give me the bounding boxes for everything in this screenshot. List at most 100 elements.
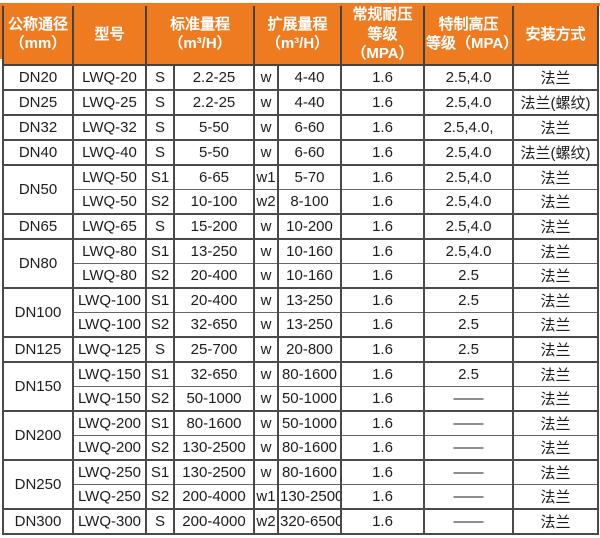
table-row: DN20 LWQ-20 S 2.2-25 w 4-40 1.6 2.5,4.0 法兰 [2, 64, 599, 90]
cell-model: LWQ-40 [72, 139, 147, 165]
cell-standard-range: 200-4000 [173, 484, 255, 509]
cell-model: LWQ-50 [72, 164, 147, 189]
cell-installation: 法兰 [512, 386, 599, 411]
cell-standard-range: 80-1600 [173, 410, 255, 435]
cell-model: LWQ-300 [72, 508, 147, 534]
cell-standard-grade: S1 [145, 238, 175, 263]
cell-model: LWQ-80 [72, 238, 147, 263]
cell-extended-range: 80-1600 [277, 361, 342, 386]
cell-extended-range: 4-40 [277, 64, 342, 90]
cell-extended-grade: w [253, 386, 279, 411]
cell-extended-grade: w [253, 410, 279, 435]
cell-installation: 法兰 [512, 508, 599, 534]
header-normal-pressure: 常规耐压 等级（MPA） [340, 3, 425, 66]
cell-model: LWQ-150 [72, 386, 147, 411]
cell-extended-grade: w [253, 336, 279, 362]
table-row: LWQ-200 S2 130-2500 w 80-1600 1.6 —— 法兰 [3, 435, 599, 460]
cell-installation: 法兰 [512, 64, 599, 90]
cell-extended-grade: w2 [253, 189, 279, 214]
cell-high-pressure: 2.5,4.0 [423, 139, 514, 165]
cell-extended-range: 130-2500 [277, 484, 342, 509]
cell-extended-grade: w [253, 459, 279, 484]
cell-extended-grade: w [253, 64, 279, 90]
cell-installation: 法兰 [512, 287, 599, 312]
table-row: DN80 LWQ-80 S1 13-250 w 10-160 1.6 2.5,4.0 法兰 [2, 238, 599, 288]
cell-standard-grade: S [145, 508, 175, 534]
cell-extended-grade: w2 [253, 508, 279, 534]
cell-nominal-diameter: DN65 [2, 213, 74, 239]
table-row: DN100 LWQ-100 S1 20-400 w 13-250 1.6 2.5 法兰 [2, 287, 599, 337]
cell-nominal-diameter: DN32 [2, 114, 74, 140]
cell-standard-grade: S2 [145, 484, 175, 509]
cell-extended-range: 6-60 [277, 114, 342, 140]
cell-extended-range: 4-40 [277, 89, 342, 115]
cell-extended-range: 8-100 [277, 189, 342, 214]
cell-extended-grade: w [253, 287, 279, 312]
cell-standard-grade: S2 [145, 435, 175, 460]
header-row: 公称通径 （mm） 型号 标准量程 （m³/H） 扩展量程 （m³/H） 常规耐… [2, 3, 599, 66]
cell-nominal-diameter: DN80 [2, 238, 74, 288]
cell-normal-pressure: 1.6 [340, 508, 425, 534]
cell-installation: 法兰 [512, 263, 599, 288]
header-extended-range: 扩展量程 （m³/H） [253, 3, 342, 66]
cell-extended-grade: w1 [253, 484, 279, 509]
cell-nominal-diameter: DN40 [2, 139, 74, 165]
cell-standard-range: 2.2-25 [173, 64, 255, 90]
cell-standard-range: 20-400 [173, 287, 255, 312]
table-row: DN50 LWQ-50 S1 6-65 w1 5-70 1.6 2.5,4.0 法兰 [2, 164, 599, 214]
cell-model: LWQ-50 [72, 189, 147, 214]
table-row: LWQ-150 S2 50-1000 w 50-1000 1.6 —— 法兰 [3, 386, 599, 411]
cell-standard-grade: S [145, 114, 175, 140]
cell-standard-range: 32-650 [173, 312, 255, 337]
cell-installation: 法兰 [512, 238, 599, 263]
cell-model: LWQ-200 [72, 435, 147, 460]
cell-standard-grade: S1 [145, 459, 175, 484]
cell-standard-range: 13-250 [173, 238, 255, 263]
cell-normal-pressure: 1.6 [340, 64, 425, 90]
cell-nominal-diameter: DN250 [2, 459, 74, 509]
cell-high-pressure: —— [423, 459, 514, 484]
cell-normal-pressure: 1.6 [340, 89, 425, 115]
cell-standard-range: 15-200 [173, 213, 255, 239]
cell-high-pressure: 2.5,4.0 [423, 213, 514, 239]
cell-standard-range: 5-50 [173, 139, 255, 165]
cell-normal-pressure: 1.6 [340, 435, 425, 460]
cell-model: LWQ-250 [72, 459, 147, 484]
cell-extended-grade: w [253, 435, 279, 460]
cell-model: LWQ-65 [72, 213, 147, 239]
cell-standard-grade: S [145, 89, 175, 115]
cell-extended-range: 10-200 [277, 213, 342, 239]
cell-nominal-diameter: DN20 [2, 64, 74, 90]
table-row: LWQ-250 S2 200-4000 w1 130-2500 1.6 —— 法兰 [3, 484, 599, 509]
cell-normal-pressure: 1.6 [340, 312, 425, 337]
header-high-pressure: 特制高压 等级（MPA） [423, 3, 518, 66]
cell-extended-range: 10-160 [277, 263, 342, 288]
table-row: DN300 LWQ-300 S 200-4000 w2 320-6500 1.6 —— 法兰 [2, 508, 599, 534]
header-installation: 安装方式 [512, 3, 599, 66]
cell-standard-range: 25-700 [173, 336, 255, 362]
cell-high-pressure: 2.5,4.0 [423, 189, 514, 214]
cell-model: LWQ-200 [72, 410, 147, 435]
cell-high-pressure: —— [423, 410, 514, 435]
cell-model: LWQ-250 [72, 484, 147, 509]
cell-high-pressure: —— [423, 508, 514, 534]
cell-standard-range: 10-100 [173, 189, 255, 214]
cell-nominal-diameter: DN100 [2, 287, 74, 337]
cell-high-pressure: —— [423, 435, 514, 460]
cell-model: LWQ-25 [72, 89, 147, 115]
cell-extended-grade: w [253, 213, 279, 239]
cell-model: LWQ-100 [72, 287, 147, 312]
cell-normal-pressure: 1.6 [340, 336, 425, 362]
cell-extended-grade: w [253, 263, 279, 288]
cell-extended-range: 50-1000 [277, 386, 342, 411]
cell-normal-pressure: 1.6 [340, 238, 425, 263]
table-row: DN32 LWQ-32 S 5-50 w 6-60 1.6 2.5,4.0, 法兰 [2, 114, 599, 140]
cell-model: LWQ-80 [72, 263, 147, 288]
cell-nominal-diameter: DN200 [2, 410, 74, 460]
cell-standard-grade: S2 [145, 312, 175, 337]
cell-extended-range: 13-250 [277, 312, 342, 337]
cell-installation: 法兰 [512, 361, 599, 386]
cell-nominal-diameter: DN25 [2, 89, 74, 115]
table-row: DN150 LWQ-150 S1 32-650 w 80-1600 1.6 2.5 法兰 [2, 361, 599, 411]
cell-installation: 法兰 [512, 164, 599, 189]
